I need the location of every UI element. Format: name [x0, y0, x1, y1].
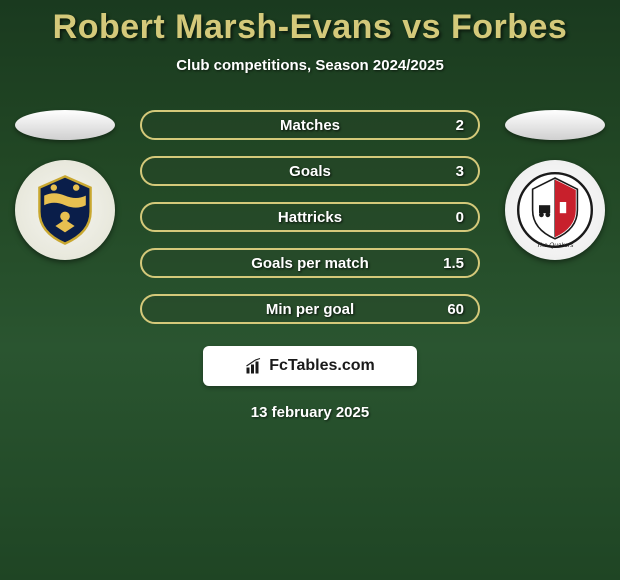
subtitle: Club competitions, Season 2024/2025	[0, 57, 620, 74]
footer: FcTables.com 13 february 2025	[0, 346, 620, 421]
stat-value: 60	[447, 301, 464, 318]
left-side	[10, 110, 120, 260]
stat-row: Goals per match 1.5	[140, 248, 480, 278]
brand-text: FcTables.com	[269, 357, 375, 375]
stat-value: 1.5	[443, 255, 464, 272]
page-title: Robert Marsh-Evans vs Forbes	[0, 8, 620, 47]
stat-value: 3	[456, 163, 464, 180]
stat-label: Hattricks	[278, 209, 342, 226]
stat-label: Goals	[289, 163, 331, 180]
right-player-oval	[505, 110, 605, 140]
stat-label: Matches	[280, 117, 340, 134]
quakers-crest-icon: The Quakers	[515, 170, 595, 250]
right-club-crest: The Quakers	[505, 160, 605, 260]
left-player-oval	[15, 110, 115, 140]
stat-row: Min per goal 60	[140, 294, 480, 324]
stat-label: Goals per match	[251, 255, 369, 272]
stat-value: 2	[456, 117, 464, 134]
stats-column: Matches 2 Goals 3 Hattricks 0 Goals per …	[140, 110, 480, 324]
chart-icon	[245, 357, 263, 375]
svg-text:The Quakers: The Quakers	[537, 242, 575, 249]
brand-box[interactable]: FcTables.com	[203, 346, 417, 386]
southport-crest-icon	[25, 170, 105, 250]
stat-row: Matches 2	[140, 110, 480, 140]
date-text: 13 february 2025	[251, 404, 369, 421]
content-row: Matches 2 Goals 3 Hattricks 0 Goals per …	[0, 110, 620, 324]
stat-row: Hattricks 0	[140, 202, 480, 232]
main-container: Robert Marsh-Evans vs Forbes Club compet…	[0, 0, 620, 421]
stat-row: Goals 3	[140, 156, 480, 186]
stat-value: 0	[456, 209, 464, 226]
right-side: The Quakers	[500, 110, 610, 260]
left-club-crest	[15, 160, 115, 260]
stat-label: Min per goal	[266, 301, 354, 318]
